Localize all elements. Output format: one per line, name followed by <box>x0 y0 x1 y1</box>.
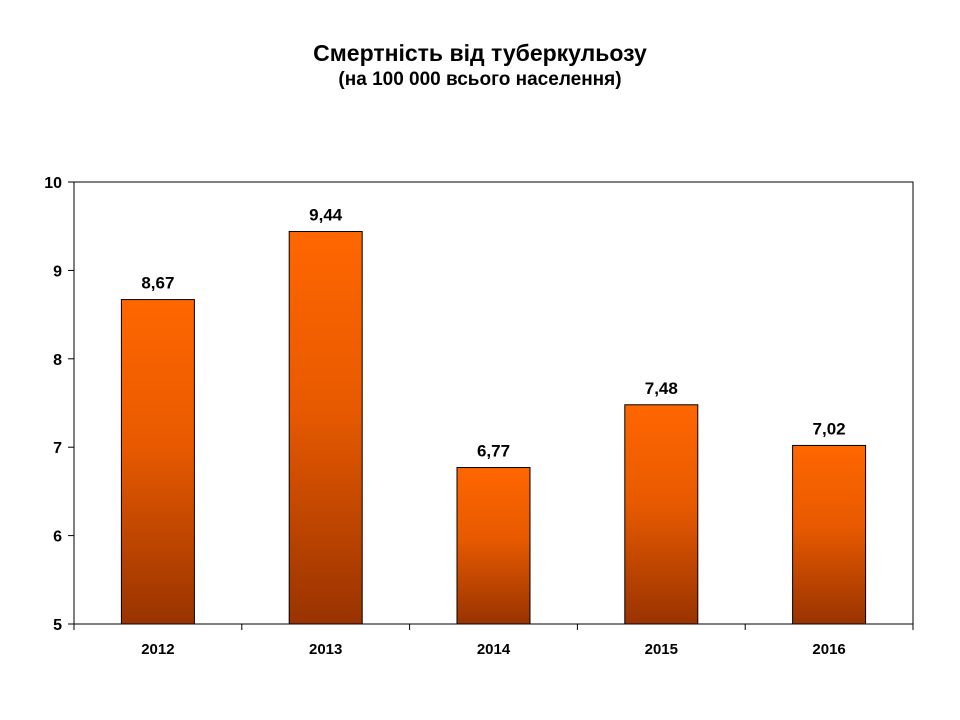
x-axis: 2012 2013 2014 2015 2016 <box>73 624 914 658</box>
data-label: 7,48 <box>645 379 678 398</box>
data-label: 9,44 <box>309 206 343 225</box>
x-tick-label: 2012 <box>141 641 174 658</box>
data-label: 8,67 <box>141 274 174 293</box>
y-tick-label: 7 <box>53 440 62 457</box>
bars: 8,67 9,44 6,77 7,48 7,02 <box>120 206 867 625</box>
y-tick-label: 6 <box>53 529 62 546</box>
y-tick-label: 10 <box>44 175 62 192</box>
data-label: 7,02 <box>813 419 846 438</box>
x-tick-label: 2014 <box>477 641 511 658</box>
chart-title: Смертність від туберкульозу <box>313 40 647 66</box>
bar <box>624 404 699 625</box>
x-tick-label: 2016 <box>812 641 845 658</box>
x-tick-label: 2013 <box>309 641 342 658</box>
y-tick-label: 5 <box>53 617 62 634</box>
bar <box>120 299 195 625</box>
bar <box>792 444 867 625</box>
bar <box>288 231 363 625</box>
y-axis: 5 6 7 8 9 10 <box>44 175 74 634</box>
chart-subtitle: (на 100 000 всього населення) <box>338 69 622 90</box>
y-tick-label: 8 <box>53 352 62 369</box>
y-tick-label: 9 <box>53 263 62 280</box>
bar <box>456 467 531 625</box>
data-label: 6,77 <box>477 442 510 461</box>
x-tick-label: 2015 <box>645 641 678 658</box>
chart-title-block: Смертність від туберкульозу (на 100 000 … <box>0 38 960 92</box>
